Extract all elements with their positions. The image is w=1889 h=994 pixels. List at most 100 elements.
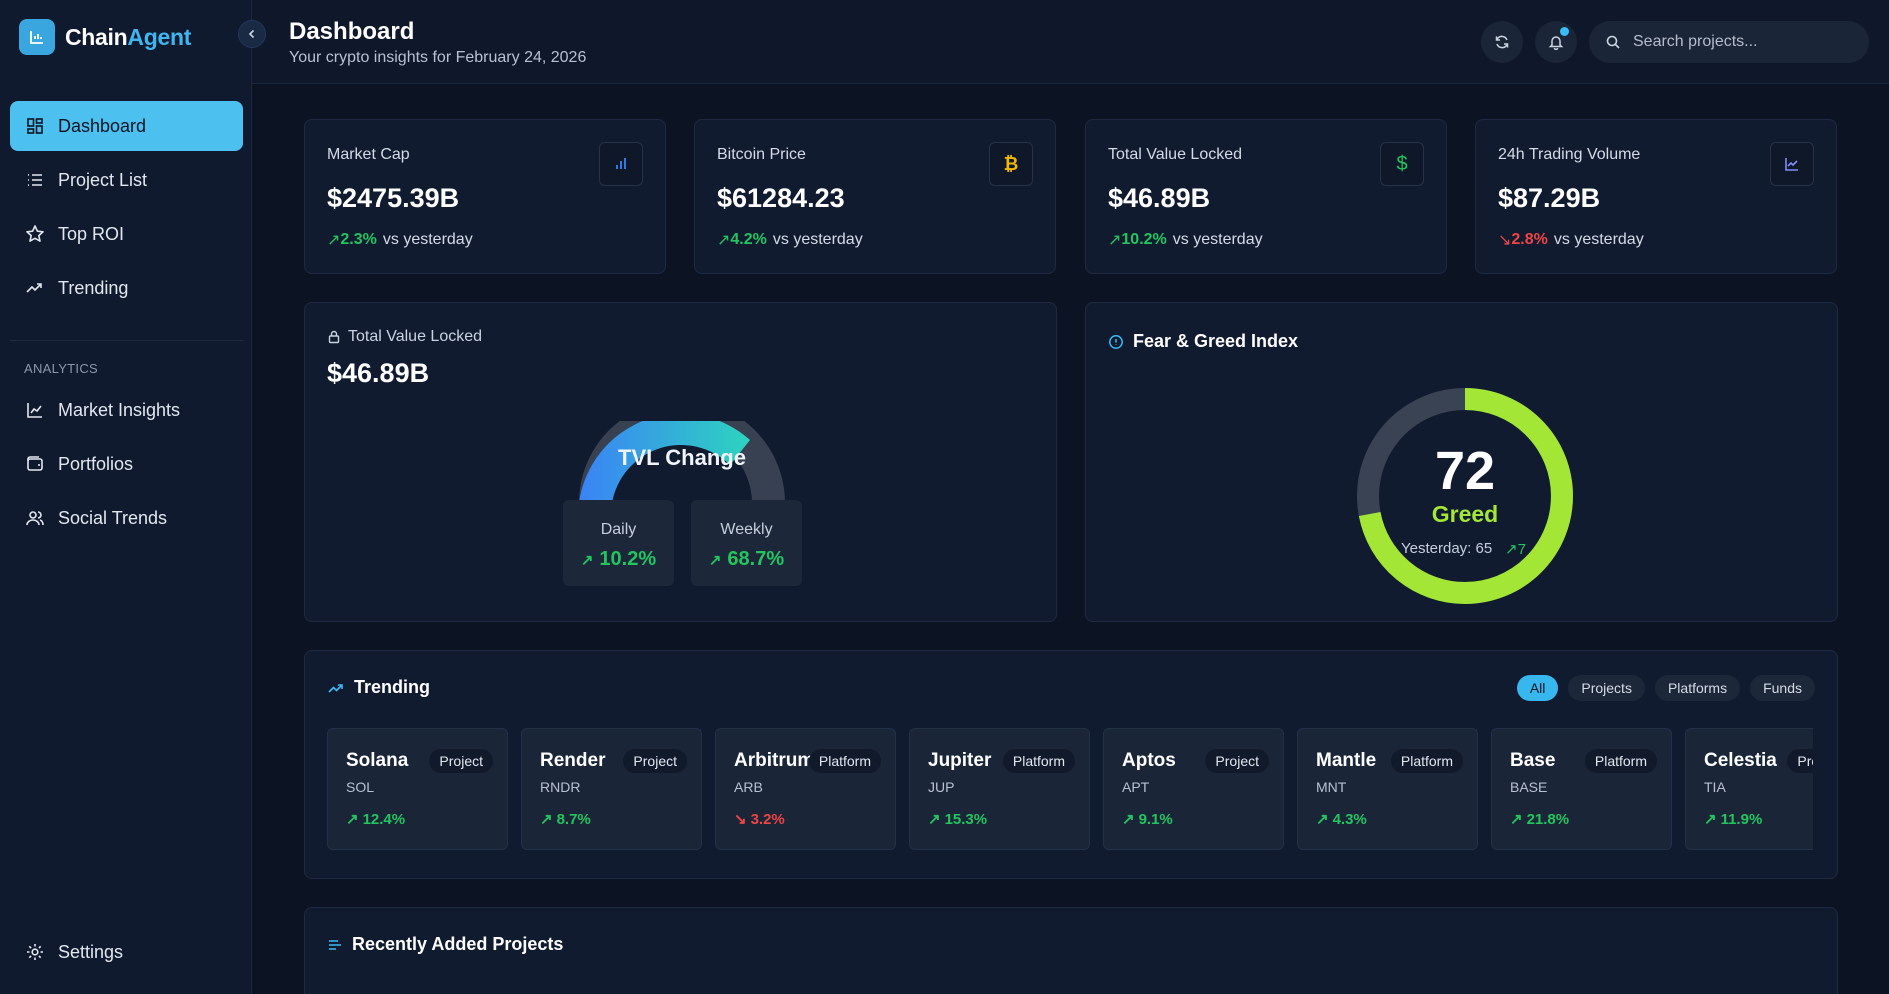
search-input[interactable]: [1633, 33, 1853, 51]
arrow-down-right-icon: ↘: [1498, 232, 1512, 249]
trending-symbol: SOL: [346, 779, 375, 795]
sidebar-item-social-trends[interactable]: Social Trends: [10, 493, 243, 543]
search-icon: [1606, 35, 1620, 49]
bell-icon: [1548, 36, 1564, 50]
sidebar-item-market-insights[interactable]: Market Insights: [10, 385, 243, 435]
arrow-up-right-icon: ↗: [1122, 811, 1135, 828]
trending-type-badge: Project: [429, 749, 493, 773]
fear-greed-gauge: 72 Greed Yesterday: 65 ↗7: [1356, 387, 1574, 605]
trending-type-badge: Project: [623, 749, 687, 773]
trending-card[interactable]: Mantle Platform MNT ↗ 4.3%: [1297, 728, 1478, 850]
gauge-track: [579, 400, 785, 503]
tvl-label: Total Value Locked: [327, 328, 482, 346]
trending-name: Arbitrum: [734, 750, 815, 771]
sidebar-collapse-button[interactable]: [238, 20, 266, 48]
daily-value: ↗ 10.2%: [580, 548, 657, 570]
gauge-fill: [1357, 388, 1573, 604]
filter-funds[interactable]: Funds: [1750, 675, 1815, 701]
search-bar[interactable]: [1589, 21, 1869, 63]
stat-change: ↗ 4.2% vs yesterday: [717, 231, 863, 249]
trending-panel: Trending All Projects Platforms Funds So…: [304, 650, 1838, 879]
refresh-button[interactable]: [1481, 21, 1523, 63]
fear-greed-ring: [1357, 388, 1573, 604]
list-icon: [327, 937, 343, 953]
users-icon: [24, 507, 46, 529]
filter-projects[interactable]: Projects: [1568, 675, 1645, 701]
sidebar-item-label: Portfolios: [58, 453, 134, 474]
stat-card-bitcoin-price: Bitcoin Price $61284.23 ↗ 4.2% vs yesterda…: [694, 119, 1056, 274]
trending-name: Mantle: [1316, 750, 1377, 771]
recent-projects-panel: Recently Added Projects: [304, 907, 1838, 994]
trending-filters: All Projects Platforms Funds: [1516, 675, 1815, 701]
trending-name: Celestia: [1704, 750, 1777, 771]
trending-change: ↘ 3.2%: [734, 810, 785, 829]
trending-type-badge: Project: [1787, 749, 1813, 773]
sidebar-item-label: Top ROI: [58, 223, 125, 244]
trending-card[interactable]: Arbitrum Platform ARB ↘ 3.2%: [715, 728, 896, 850]
trending-card[interactable]: Jupiter Platform JUP ↗ 15.3%: [909, 728, 1090, 850]
dollar-icon: $: [1380, 142, 1424, 186]
sidebar-item-label: Project List: [58, 169, 148, 190]
sidebar-divider: [10, 340, 243, 341]
fear-greed-panel: Fear & Greed Index 72 Greed Yesterday: 6…: [1085, 302, 1838, 622]
trending-change: ↗ 4.3%: [1316, 810, 1367, 829]
tvl-gauge: TVL Change: [574, 400, 790, 581]
trending-change: ↗ 15.3%: [928, 810, 988, 829]
trending-up-icon: [327, 679, 345, 697]
brand[interactable]: ChainAgent: [19, 19, 191, 55]
notifications-button[interactable]: [1535, 21, 1577, 63]
arrow-up-right-icon: ↗: [1510, 811, 1523, 828]
tvl-panel: Total Value Locked $46.89B TVL Change: [304, 302, 1057, 622]
trending-card[interactable]: Render Project RNDR ↗ 8.7%: [521, 728, 702, 850]
stat-value: $46.89B: [1108, 183, 1211, 213]
trending-card[interactable]: Base Platform BASE ↗ 21.8%: [1491, 728, 1672, 850]
sidebar-section-analytics: ANALYTICS: [24, 361, 98, 376]
trending-symbol: APT: [1122, 779, 1150, 795]
sidebar-item-top-roi[interactable]: Top ROI: [10, 209, 243, 259]
sidebar-item-project-list[interactable]: Project List: [10, 155, 243, 205]
sidebar-item-label: Social Trends: [58, 507, 168, 528]
page-title: Dashboard: [289, 18, 415, 45]
daily-change-box: Daily ↗ 10.2%: [563, 500, 674, 586]
arrow-up-right-icon: ↗: [1704, 811, 1717, 828]
trending-card[interactable]: Celestia Project TIA ↗11.9%: [1685, 728, 1813, 850]
stat-card-trading-volume: 24h Trading Volume $87.29B ↘ 2.8% vs yeste…: [1475, 119, 1837, 274]
arrow-up-right-icon: ↗: [346, 811, 359, 828]
chevron-left-icon: [248, 29, 255, 39]
stat-label: Bitcoin Price: [717, 146, 806, 163]
trending-card[interactable]: Aptos Project APT ↗ 9.1%: [1103, 728, 1284, 850]
trending-type-badge: Platform: [1584, 749, 1657, 773]
trending-symbol: RNDR: [540, 779, 581, 795]
topbar: Dashboard Your crypto insights for Febru…: [252, 0, 1889, 84]
lock-icon: [328, 330, 340, 344]
arrow-up-right-icon: ↗: [580, 552, 594, 569]
tvl-gauge-svg: [579, 400, 785, 503]
arrow-up-right-icon: ↗: [327, 232, 341, 249]
sidebar-item-dashboard[interactable]: Dashboard: [10, 101, 243, 151]
trending-symbol: MNT: [1316, 779, 1347, 795]
tvl-value: $46.89B: [327, 358, 430, 388]
trending-title: Trending: [327, 677, 430, 698]
brand-name: ChainAgent: [65, 23, 192, 50]
trending-up-icon: [24, 277, 46, 299]
sidebar-item-portfolios[interactable]: Portfolios: [10, 439, 243, 489]
arrow-up-right-icon: ↗: [540, 811, 553, 828]
trending-change: ↗ 12.4%: [346, 810, 406, 829]
trending-list: Solana Project SOL ↗ 12.4% Render Project…: [327, 728, 1813, 852]
filter-all[interactable]: All: [1516, 675, 1559, 701]
stat-change: ↘ 2.8% vs yesterday: [1498, 231, 1644, 249]
bar-chart-icon: [599, 142, 643, 186]
gear-icon: [24, 941, 46, 963]
sidebar-item-settings[interactable]: Settings: [10, 927, 243, 977]
trending-symbol: TIA: [1704, 779, 1726, 795]
sidebar-item-trending[interactable]: Trending: [10, 263, 243, 313]
trending-card[interactable]: Solana Project SOL ↗ 12.4%: [327, 728, 508, 850]
recent-projects-title: Recently Added Projects: [327, 934, 563, 955]
stat-value: $87.29B: [1498, 183, 1601, 213]
sidebar-item-label: Trending: [58, 277, 129, 298]
fear-greed-delta: ↗7: [1505, 541, 1526, 558]
gauge-fill: [579, 413, 750, 503]
dashboard-grid-icon: [24, 115, 46, 137]
trending-change: ↗ 8.7%: [540, 810, 591, 829]
filter-platforms[interactable]: Platforms: [1654, 675, 1741, 701]
